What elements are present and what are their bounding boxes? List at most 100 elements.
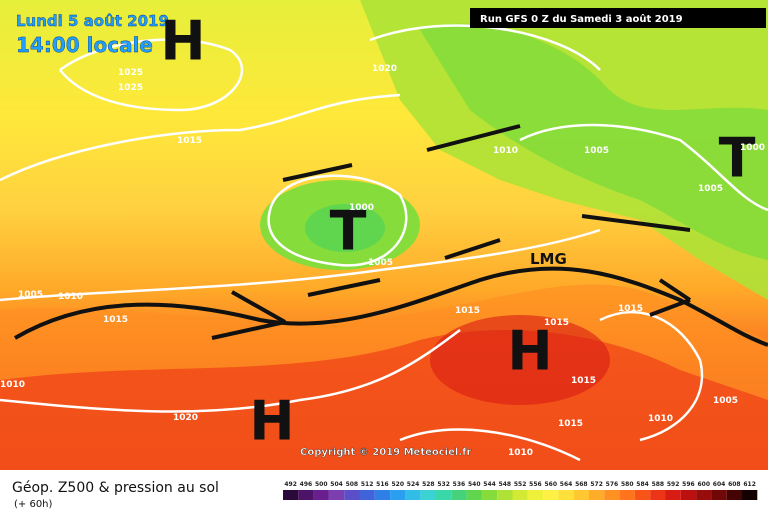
isobar-label: 1015 [571,376,596,386]
pressure-system: H [249,390,294,453]
scale-label: 532 [437,481,450,488]
scale-swatch [298,490,314,500]
scale-label: 580 [621,481,634,488]
isobar-label: 1005 [584,146,609,156]
dynamic-layer: H T H H T 1025 1025 1020 1015 1010 1005 1005 1000 100… [0,10,765,500]
scale-label: 596 [682,481,695,488]
scale-swatch [742,490,758,500]
isobar-label: 1000 [349,203,374,213]
scale-label: 588 [652,481,665,488]
scale-label: 576 [606,481,619,488]
isobar-label: 1015 [618,304,643,314]
scale-label: 608 [728,481,741,488]
isobar-label: 1025 [118,68,143,78]
isobar-label: 1010 [493,146,518,156]
scale-label: 564 [560,481,573,488]
scale-swatch [466,490,482,500]
scale-swatch [619,490,635,500]
scale-swatch [604,490,620,500]
isobar-label: 1020 [173,413,198,423]
pressure-system: T [719,127,756,190]
scale-swatch [328,490,345,500]
scale-label: 504 [330,481,343,488]
pressure-system: H [507,320,552,383]
scale-swatch [680,490,697,500]
scale-label: 604 [713,481,726,488]
isobar-label: 1005 [18,290,43,300]
scale-label: 536 [453,481,466,488]
fronts-and-jet [13,124,768,347]
legend-subtitle: (+ 60h) [14,499,53,510]
pressure-system: H [160,10,205,73]
scale-label: 516 [376,481,389,488]
scale-label: 612 [743,481,756,488]
scale-swatch [359,490,375,500]
annotation: LMG [530,250,567,268]
scale-label: 548 [499,481,512,488]
scale-swatch [543,490,559,500]
valid-date: Lundi 5 août 2019 [16,12,169,30]
scale-label: 528 [422,481,435,488]
isobars [0,24,768,462]
isobar-label: 1015 [544,318,569,328]
valid-time: 14:00 locale [16,33,153,57]
scale-label: 492 [284,481,297,488]
isobar-label: 1010 [508,448,533,458]
isobar-label: 1020 [372,64,397,74]
scale-swatch [527,490,544,500]
isobar-label: 1015 [177,136,202,146]
scale-swatch [405,490,421,500]
scale-label: 572 [590,481,603,488]
scale-label: 496 [300,481,313,488]
isobar-label: 1010 [58,292,83,302]
scale-label: 560 [544,481,557,488]
scale-label: 556 [529,481,542,488]
isobar-label: 1005 [698,184,723,194]
scale-swatch [634,490,651,500]
scale-swatch [512,490,528,500]
scale-label: 600 [697,481,710,488]
isobar-label: 1000 [740,143,765,153]
isobar-label: 1005 [368,258,393,268]
scale-swatch [589,490,605,500]
scale-swatch [665,490,681,500]
scale-label: 584 [636,481,649,488]
scale-swatch [374,490,391,500]
pressure-system: T [330,200,367,263]
scale-label: 540 [468,481,481,488]
scale-label: 552 [514,481,527,488]
scale-swatch [283,490,299,500]
scale-swatch [420,490,436,500]
isobar-label: 1010 [0,380,25,390]
scale-label: 568 [575,481,588,488]
scale-label: 500 [315,481,328,488]
scale-swatch [726,490,742,500]
scale-swatch [696,490,712,500]
scale-swatch [481,490,498,500]
scale-swatch [558,490,574,500]
scale-swatch [711,490,727,500]
run-banner [470,8,766,28]
isobar-label: 1015 [558,419,583,429]
scale-swatch [390,490,406,500]
scale-swatch [344,490,360,500]
scale-swatch [497,490,513,500]
isobar-label: 1015 [455,306,480,316]
copyright: Copyright © 2019 Meteociel.fr [300,447,471,458]
isobar-label: 1015 [103,315,128,325]
isobar-label: 1005 [713,396,738,406]
isobar-label: 1025 [118,83,143,93]
scale-label: 544 [483,481,496,488]
scale-label: 508 [346,481,359,488]
scale-label: 520 [391,481,404,488]
scale-label: 592 [667,481,680,488]
isobar-label: 1010 [648,414,673,424]
scale-swatch [436,490,452,500]
scale-swatch [451,490,467,500]
legend-title: Géop. Z500 & pression au sol [12,480,219,496]
scale-swatch [650,490,666,500]
scale-swatch [313,490,329,500]
run-info: Run GFS 0 Z du Samedi 3 août 2019 [480,13,683,25]
scale-label: 524 [407,481,420,488]
